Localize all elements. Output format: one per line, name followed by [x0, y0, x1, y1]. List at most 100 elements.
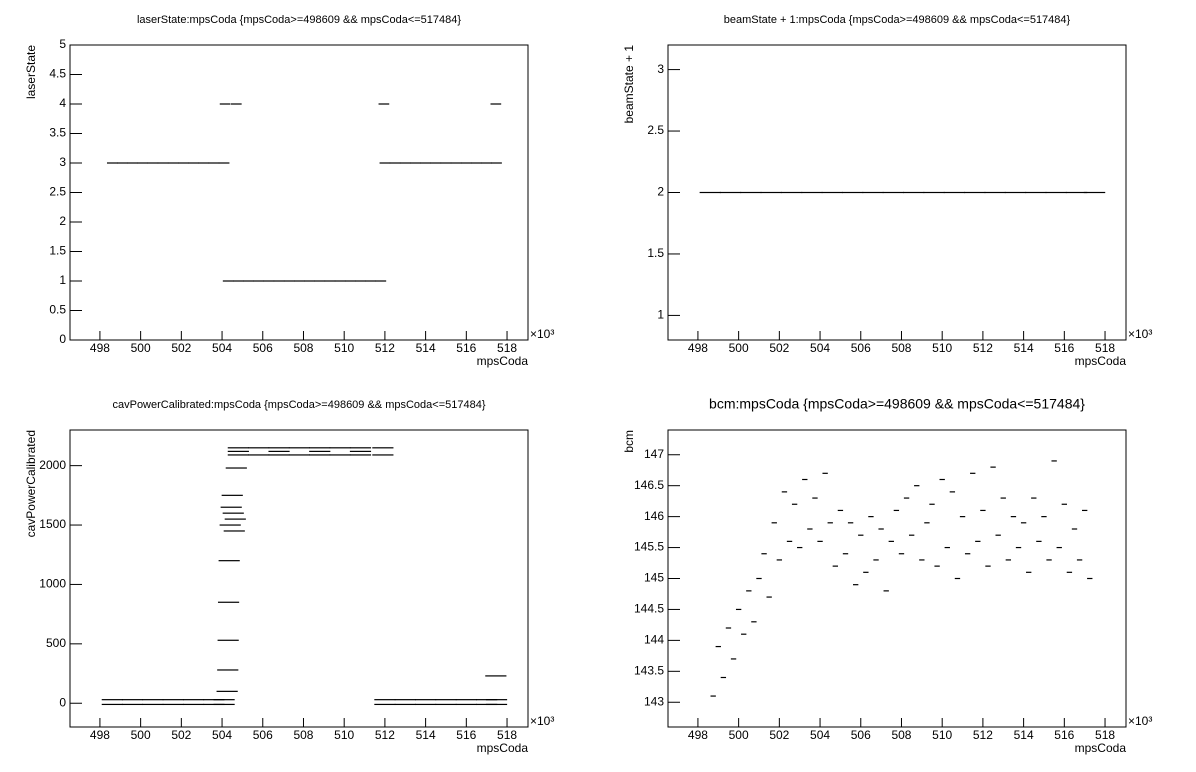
y-tick-label: 5	[59, 37, 66, 51]
point	[227, 454, 249, 456]
point	[715, 645, 721, 648]
point	[1045, 191, 1067, 194]
x-tick-label: 502	[769, 341, 789, 355]
point	[485, 699, 508, 701]
chart-title: laserState:mpsCoda {mpsCoda>=498609 && m…	[137, 14, 461, 26]
point	[485, 703, 508, 706]
x-tick-label: 504	[810, 728, 830, 742]
point	[730, 658, 737, 660]
point	[1015, 546, 1022, 549]
point	[985, 565, 991, 567]
y-tick-label: 2	[657, 185, 664, 199]
point	[127, 162, 138, 164]
y-tick-label: 3	[59, 155, 66, 169]
point	[1010, 516, 1017, 518]
point	[914, 485, 920, 487]
point	[485, 675, 507, 677]
x-tick-label: 514	[416, 728, 436, 742]
point	[1020, 522, 1027, 524]
point	[349, 454, 372, 456]
x-multiplier: ×10³	[530, 714, 554, 728]
x-multiplier: ×10³	[1128, 327, 1152, 341]
point	[213, 703, 235, 706]
y-tick-label: 2	[59, 214, 66, 228]
point	[780, 191, 803, 194]
y-tick-label: 144.5	[634, 602, 664, 616]
point	[217, 669, 239, 671]
point	[720, 676, 727, 679]
point	[781, 491, 788, 493]
point	[740, 191, 762, 194]
point	[263, 280, 275, 282]
point	[801, 191, 823, 194]
point	[147, 162, 159, 164]
x-tick-label: 498	[90, 341, 110, 355]
x-tick-label: 498	[90, 728, 110, 742]
y-tick-label: 1500	[39, 517, 66, 531]
point	[853, 584, 859, 586]
point	[375, 280, 387, 282]
y-tick-label: 500	[46, 636, 66, 650]
point	[847, 522, 854, 524]
point	[309, 447, 331, 449]
plot-frame	[69, 429, 529, 728]
x-tick-label: 510	[932, 341, 952, 355]
point	[1026, 571, 1032, 573]
point	[101, 699, 123, 701]
point	[1031, 497, 1037, 499]
point	[898, 553, 905, 555]
point	[841, 191, 864, 194]
x-tick-label: 500	[131, 728, 151, 742]
point	[106, 162, 118, 164]
point	[797, 546, 803, 549]
x-tick-label: 508	[891, 728, 911, 742]
y-tick-label: 1000	[39, 577, 66, 591]
point	[232, 280, 244, 282]
point	[903, 497, 910, 499]
point	[167, 162, 179, 164]
point	[162, 703, 184, 706]
point	[741, 633, 747, 635]
x-tick-label: 508	[891, 341, 911, 355]
point	[1041, 516, 1047, 518]
point	[283, 280, 295, 282]
x-tick-label: 506	[253, 341, 273, 355]
point	[222, 280, 234, 282]
point	[954, 577, 961, 580]
point	[410, 162, 421, 164]
point	[827, 522, 833, 524]
point	[273, 280, 285, 282]
point	[1082, 509, 1088, 512]
x-tick-label: 506	[253, 728, 273, 742]
point	[1066, 571, 1073, 573]
point	[188, 162, 199, 164]
point	[223, 530, 245, 532]
point	[288, 447, 310, 449]
x-tick-label: 500	[729, 341, 749, 355]
y-tick-label: 0	[59, 332, 66, 346]
x-tick-label: 504	[212, 728, 232, 742]
point	[329, 447, 351, 449]
chart-title: bcm:mpsCoda {mpsCoda>=498609 && mpsCoda<…	[709, 396, 1085, 412]
y-tick-label: 1.5	[49, 244, 66, 258]
point	[372, 454, 394, 456]
point	[253, 280, 265, 282]
point	[984, 191, 1006, 194]
point	[491, 162, 502, 164]
y-tick-label: 143.5	[634, 663, 664, 677]
x-tick-label: 510	[334, 728, 354, 742]
x-tick-label: 516	[1054, 341, 1074, 355]
x-tick-label: 514	[1014, 728, 1034, 742]
y-tick-label: 2000	[39, 458, 66, 472]
point	[378, 103, 390, 105]
plot-frame	[69, 44, 529, 341]
point	[980, 509, 986, 512]
x-tick-label: 502	[171, 728, 191, 742]
x-tick-label: 512	[973, 341, 993, 355]
x-axis-label: mpsCoda	[477, 741, 529, 755]
y-axis-label: bcm	[622, 430, 636, 453]
point	[883, 590, 889, 592]
y-tick-label: 2.5	[49, 185, 66, 199]
point	[1071, 528, 1078, 530]
point	[219, 103, 231, 105]
